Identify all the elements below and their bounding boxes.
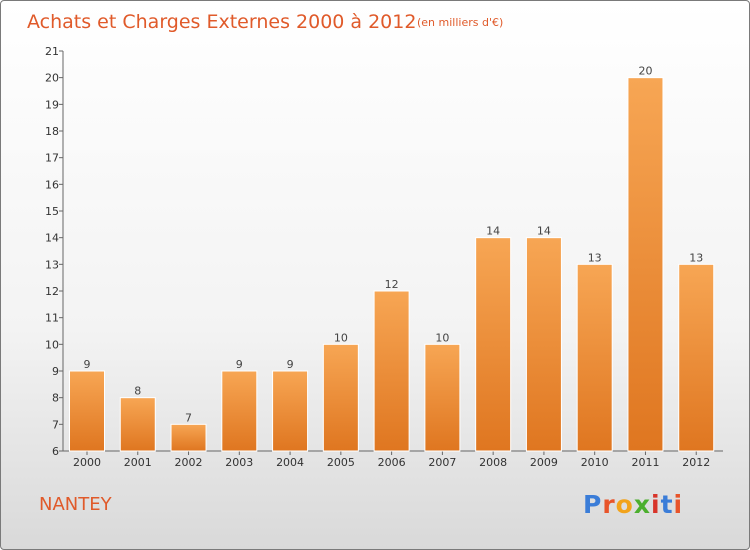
- bar: [475, 237, 512, 452]
- data-label: 7: [185, 411, 192, 424]
- x-tick-label: 2004: [276, 456, 304, 469]
- x-tick-label: 2006: [378, 456, 406, 469]
- bar: [272, 370, 309, 452]
- data-label: 14: [537, 225, 551, 238]
- y-tick-label: 12: [45, 285, 59, 298]
- y-tick-label: 10: [45, 338, 59, 351]
- bars: 9 8 7 9 9 10 12 10 14 14 13 20 13: [69, 65, 715, 452]
- data-label: 20: [638, 65, 652, 78]
- proxiti-logo[interactable]: Proxiti: [583, 490, 683, 519]
- data-label: 14: [486, 225, 500, 238]
- x-tick-label: 2010: [581, 456, 609, 469]
- logo-letter: r: [602, 490, 616, 519]
- data-label: 8: [134, 385, 141, 398]
- x-tick-label: 2005: [327, 456, 355, 469]
- x-tick-label: 2012: [682, 456, 710, 469]
- logo-letter: i: [651, 490, 661, 519]
- x-tick-label: 2011: [631, 456, 659, 469]
- bar: [221, 370, 258, 452]
- bar: [69, 370, 105, 452]
- y-tick-label: 20: [45, 72, 59, 85]
- place-name: NANTEY: [39, 494, 112, 515]
- x-tick-label: 2000: [73, 456, 101, 469]
- bar: [170, 423, 207, 452]
- y-tick-label: 11: [45, 312, 59, 325]
- bar: [424, 343, 461, 452]
- x-tick-label: 2008: [479, 456, 507, 469]
- x-tick-label: 2003: [225, 456, 253, 469]
- data-label: 13: [689, 251, 703, 264]
- bar: [373, 290, 410, 452]
- bar: [576, 263, 613, 452]
- y-tick-label: 8: [52, 392, 59, 405]
- logo-letter: o: [615, 490, 634, 519]
- logo-letter: t: [660, 490, 674, 519]
- y-tick-label: 13: [45, 258, 59, 271]
- y-tick-label: 16: [45, 178, 59, 191]
- data-label: 9: [287, 358, 294, 371]
- data-label: 13: [588, 251, 602, 264]
- y-tick-label: 6: [52, 445, 59, 458]
- logo-letter: x: [633, 490, 651, 519]
- data-label: 9: [84, 358, 91, 371]
- bar: [678, 263, 715, 452]
- axes: 6 7 8 9 10 11 12 13 14 15 16 17 18 19 20 21 2000 2001 2002…: [45, 45, 723, 469]
- x-tick-label: 2007: [428, 456, 456, 469]
- data-label: 10: [435, 331, 449, 344]
- y-tick-label: 9: [52, 365, 59, 378]
- y-tick-label: 15: [45, 205, 59, 218]
- bar: [322, 343, 359, 452]
- y-tick-label: 19: [45, 98, 59, 111]
- y-tick-label: 14: [45, 232, 59, 245]
- x-tick-label: 2002: [175, 456, 203, 469]
- y-tick-label: 7: [52, 418, 59, 431]
- x-tick-label: 2001: [124, 456, 152, 469]
- data-label: 9: [236, 358, 243, 371]
- bar: [119, 397, 156, 452]
- logo-letter: P: [583, 490, 603, 519]
- chart-subtitle: (en milliers d'€): [417, 16, 503, 29]
- data-label: 10: [334, 331, 348, 344]
- logo-letter: i: [673, 490, 684, 519]
- data-label: 12: [385, 278, 399, 291]
- y-tick-label: 17: [45, 152, 59, 165]
- y-tick-label: 18: [45, 125, 59, 138]
- bar: [627, 77, 664, 452]
- y-tick-label: 21: [45, 45, 59, 58]
- bar: [525, 237, 562, 452]
- chart-title: Achats et Charges Externes 2000 à 2012: [27, 11, 416, 33]
- x-tick-label: 2009: [530, 456, 558, 469]
